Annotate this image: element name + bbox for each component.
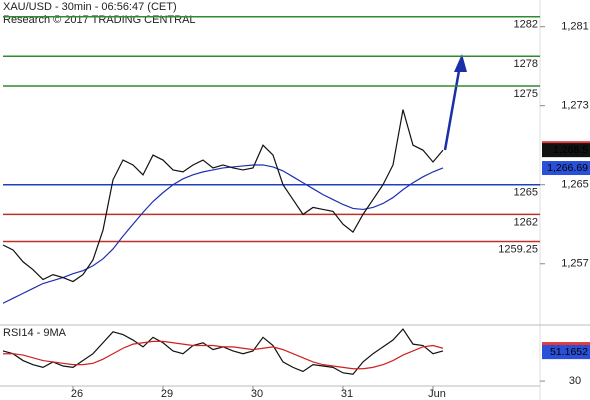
y-tick-label: 1,273	[561, 100, 589, 112]
last-value-label: 1,268.5	[553, 144, 588, 156]
forecast-arrow	[443, 54, 467, 151]
last-value-label: 1,266.69	[547, 162, 588, 174]
y-tick-label: 1,257	[561, 258, 589, 270]
last-value-label: 51.1652	[550, 346, 588, 358]
x-tick-label: 26	[71, 388, 83, 400]
series-line	[2, 109, 444, 283]
y-tick-label: 30	[569, 375, 581, 387]
last-value-box	[542, 143, 590, 158]
series-line	[2, 164, 444, 304]
chart-title: XAU/USD - 30min - 06:56:47 (CET)	[3, 1, 177, 13]
x-tick-label: 29	[161, 388, 173, 400]
level-label: 1278	[514, 58, 538, 70]
last-value-box	[542, 345, 590, 360]
rsi-title: RSI14 - 9MA	[3, 327, 67, 339]
y-tick-label: 1,281	[561, 21, 589, 33]
level-label: 1265	[514, 187, 538, 199]
level-label: 1259.25	[498, 243, 538, 255]
last-value-box	[542, 161, 590, 176]
x-tick-label: Jun	[428, 388, 446, 400]
series-line	[3, 340, 444, 370]
chart-subtitle: Research © 2017 TRADING CENTRAL	[3, 14, 196, 26]
level-label: 1282	[514, 19, 538, 31]
x-tick-label: 30	[251, 388, 263, 400]
level-label: 1275	[514, 88, 538, 100]
level-label: 1262	[514, 216, 538, 228]
y-tick-label: 1,265	[561, 179, 589, 191]
x-tick-label: 31	[341, 388, 353, 400]
